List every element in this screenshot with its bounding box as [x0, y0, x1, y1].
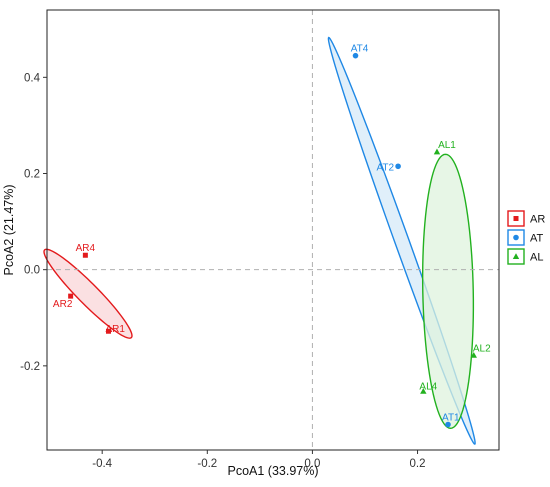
data-points	[68, 52, 477, 428]
plot-panel-border	[46, 9, 500, 451]
y-axis-ticks: -0.2 0.0 0.2 0.4	[20, 72, 47, 373]
legend-marker-ar	[513, 216, 519, 221]
y-tick-label: 0.4	[24, 72, 41, 84]
ellipse-al	[421, 153, 475, 430]
legend-marker-al	[512, 253, 520, 259]
reference-lines	[47, 10, 499, 450]
point-ar2	[68, 293, 74, 299]
y-tick-label: -0.2	[20, 361, 40, 373]
group-ellipses	[43, 36, 476, 446]
point-label-at2: AT2	[376, 162, 394, 173]
point-at2	[395, 163, 401, 170]
x-tick-label: 0.0	[304, 458, 320, 470]
x-axis-title: PcoA1 (33.97%)	[227, 464, 318, 478]
point-at1	[445, 421, 451, 428]
x-axis-ticks: -0.4 -0.2 0.0 0.2	[92, 450, 426, 470]
legend-label-at: AT	[530, 233, 544, 245]
x-tick-label: 0.2	[410, 458, 426, 470]
point-al2	[470, 351, 477, 358]
legend-marker-at	[513, 234, 519, 241]
point-labels: AR4 AR2 AR1 AT4 AT2 AT1 AL1 AL2 AL4	[53, 44, 491, 424]
point-label-at1: AT1	[442, 413, 460, 424]
ellipse-ar	[43, 248, 133, 339]
legend-item-at: AT	[507, 229, 544, 246]
point-al1	[433, 148, 441, 155]
point-label-ar2: AR2	[53, 299, 73, 310]
x-tick-label: -0.2	[197, 458, 217, 470]
point-label-al1: AL1	[438, 140, 456, 151]
point-label-at4: AT4	[351, 44, 369, 55]
legend-item-al: AL	[507, 248, 543, 265]
point-label-al2: AL2	[473, 343, 491, 354]
point-ar1	[105, 328, 111, 334]
point-label-al4: AL4	[419, 381, 437, 392]
point-ar4	[82, 252, 88, 258]
legend-item-ar: AR	[507, 210, 545, 227]
point-al4	[420, 388, 427, 394]
y-axis-title: PcoA2 (21.47%)	[2, 184, 16, 275]
legend: AR AT AL	[507, 210, 545, 265]
x-tick-label: -0.4	[92, 458, 112, 470]
legend-label-al: AL	[530, 252, 543, 264]
y-tick-label: 0.0	[24, 265, 40, 277]
legend-label-ar: AR	[530, 214, 545, 226]
point-at4	[352, 52, 359, 59]
point-label-ar1: AR1	[105, 324, 125, 335]
y-tick-label: 0.2	[24, 168, 40, 180]
point-label-ar4: AR4	[76, 243, 96, 254]
